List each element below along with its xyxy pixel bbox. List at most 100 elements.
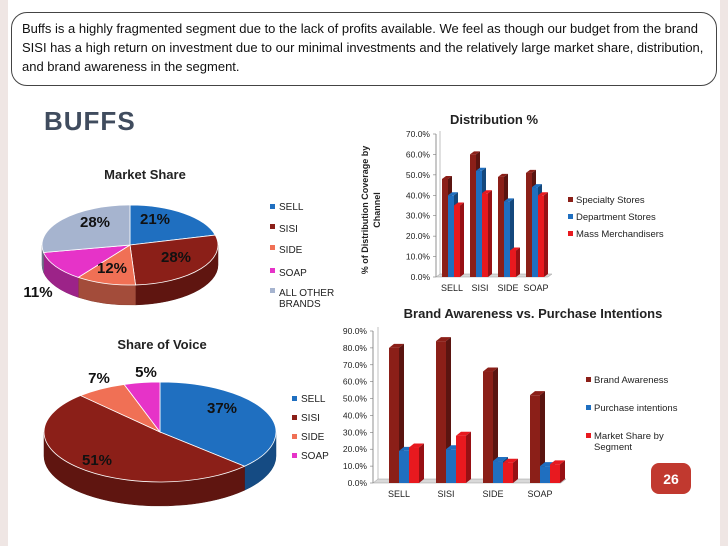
brand-awareness-x-tick-label: SIDE [482,489,503,499]
distribution-x-tick-label: SOAP [523,283,548,293]
distribution-bar [442,178,448,277]
brand-awareness-x-tick-label: SOAP [527,489,552,499]
share-of-voice-legend-label: SOAP [301,451,329,462]
brand-awareness-bar-side [513,458,518,483]
distribution-title: Distribution % [450,112,539,127]
brand-awareness-y-tick-label: 10.0% [343,461,368,471]
brand-awareness-y-tick-label: 60.0% [343,377,368,387]
distribution-legend-swatch [568,231,573,236]
left-border-strip [0,0,8,546]
market-share-slice-all-other-brands [41,204,131,253]
distribution-bar-top [538,192,548,196]
right-border-strip [720,0,728,546]
market-share-data-label: 28% [161,249,191,266]
share-of-voice-legend-label: SELL [301,394,326,405]
distribution-bar-top [448,192,458,196]
distribution-bar [532,187,538,277]
distribution-x-tick-label: SISI [471,283,488,293]
brand-awareness-bar [446,449,456,483]
share-of-voice-title: Share of Voice [117,337,206,352]
distribution-y-tick-label: 70.0% [406,129,431,139]
market-share-legend-swatch [270,245,275,250]
share-of-voice-legend-swatch [292,434,297,439]
distribution-y-tick-label: 20.0% [406,231,431,241]
market-share-data-label: 21% [140,211,170,228]
distribution-y-tick-label: 30.0% [406,211,431,221]
brand-awareness-y-tick-label: 0.0% [348,478,368,488]
brand-awareness-bar [550,464,560,483]
distribution-bar-top [482,190,492,194]
brand-awareness-legend-label: Segment [594,442,632,453]
market-share-data-label: 11% [23,284,52,301]
slide-title: BUFFS [44,106,136,136]
distribution-legend-swatch [568,214,573,219]
brand-awareness-x-tick-label: SISI [437,489,454,499]
distribution-y-tick-label: 10.0% [406,252,431,262]
distribution-bar [454,205,460,277]
distribution-bar-top [504,198,514,202]
distribution-bar-top [454,202,464,206]
brand-awareness-y-tick-label: 20.0% [343,444,368,454]
share-of-voice-slice-sell [159,381,277,467]
market-share-legend-label: SISI [279,224,298,235]
brand-awareness-y-tick-label: 90.0% [343,326,368,336]
distribution-x-tick-label: SELL [441,283,463,293]
market-share-legend-label: SIDE [279,245,303,256]
distribution-bar [448,195,454,277]
distribution-y-axis-label: Channel [372,192,382,228]
brand-awareness-legend-swatch [586,377,591,382]
brand-awareness-bar [436,341,446,483]
brand-awareness-bar-side [466,431,471,483]
market-share-legend-swatch [270,268,275,273]
market-share-slice-sell [129,204,216,246]
summary-callout: Buffs is a highly fragmented segment due… [11,12,717,86]
brand-awareness-legend-swatch [586,405,591,410]
distribution-bar-top [532,184,542,188]
market-share-data-label: 12% [97,260,127,277]
share-of-voice-legend-label: SIDE [301,432,325,443]
distribution-bar-side [460,202,464,277]
distribution-legend-swatch [568,197,573,202]
brand-awareness-bar-side [540,391,545,483]
share-of-voice-legend-swatch [292,453,297,458]
brand-awareness-bar [540,466,550,483]
distribution-bar [504,201,510,277]
distribution-legend-label: Mass Merchandisers [576,229,664,240]
brand-awareness-bar [389,347,399,483]
distribution-bar-side [516,247,520,277]
distribution-bar [476,170,482,277]
distribution-legend-label: Department Stores [576,212,656,223]
distribution-bar [498,176,504,277]
brand-awareness-bar [530,395,540,483]
share-of-voice-data-label: 37% [207,400,237,417]
brand-awareness-y-tick-label: 70.0% [343,360,368,370]
brand-awareness-bar [483,371,493,483]
market-share-legend-swatch [270,288,275,293]
brand-awareness-legend-label: Purchase intentions [594,403,678,414]
brand-awareness-bar [399,450,409,483]
brand-awareness-legend-label: Brand Awareness [594,375,669,386]
brand-awareness-y-tick-label: 80.0% [343,343,368,353]
brand-awareness-bar [503,462,513,483]
market-share-legend-label: SELL [279,202,304,213]
share-of-voice-slice-soap [123,381,161,434]
brand-awareness-y-tick-label: 40.0% [343,410,368,420]
distribution-bar [526,172,532,277]
share-of-voice-legend-label: SISI [301,413,320,424]
share-of-voice-legend-swatch [292,415,297,420]
page-number-badge: 26 [651,463,691,494]
brand-awareness-title: Brand Awareness vs. Purchase Intentions [404,306,663,321]
distribution-bar [482,193,488,277]
distribution-y-tick-label: 50.0% [406,170,431,180]
market-share-legend-label: SOAP [279,268,307,279]
distribution-bar [510,250,516,277]
distribution-x-tick-label: SIDE [497,283,518,293]
distribution-y-tick-label: 40.0% [406,190,431,200]
distribution-y-axis-label: % of Distribution Coverage by [360,146,370,275]
market-share-legend-label: BRANDS [279,299,321,310]
market-share-legend-swatch [270,224,275,229]
market-share-slice-soap [42,244,131,278]
brand-awareness-bar-side [493,367,498,483]
distribution-bar-top [526,169,536,173]
